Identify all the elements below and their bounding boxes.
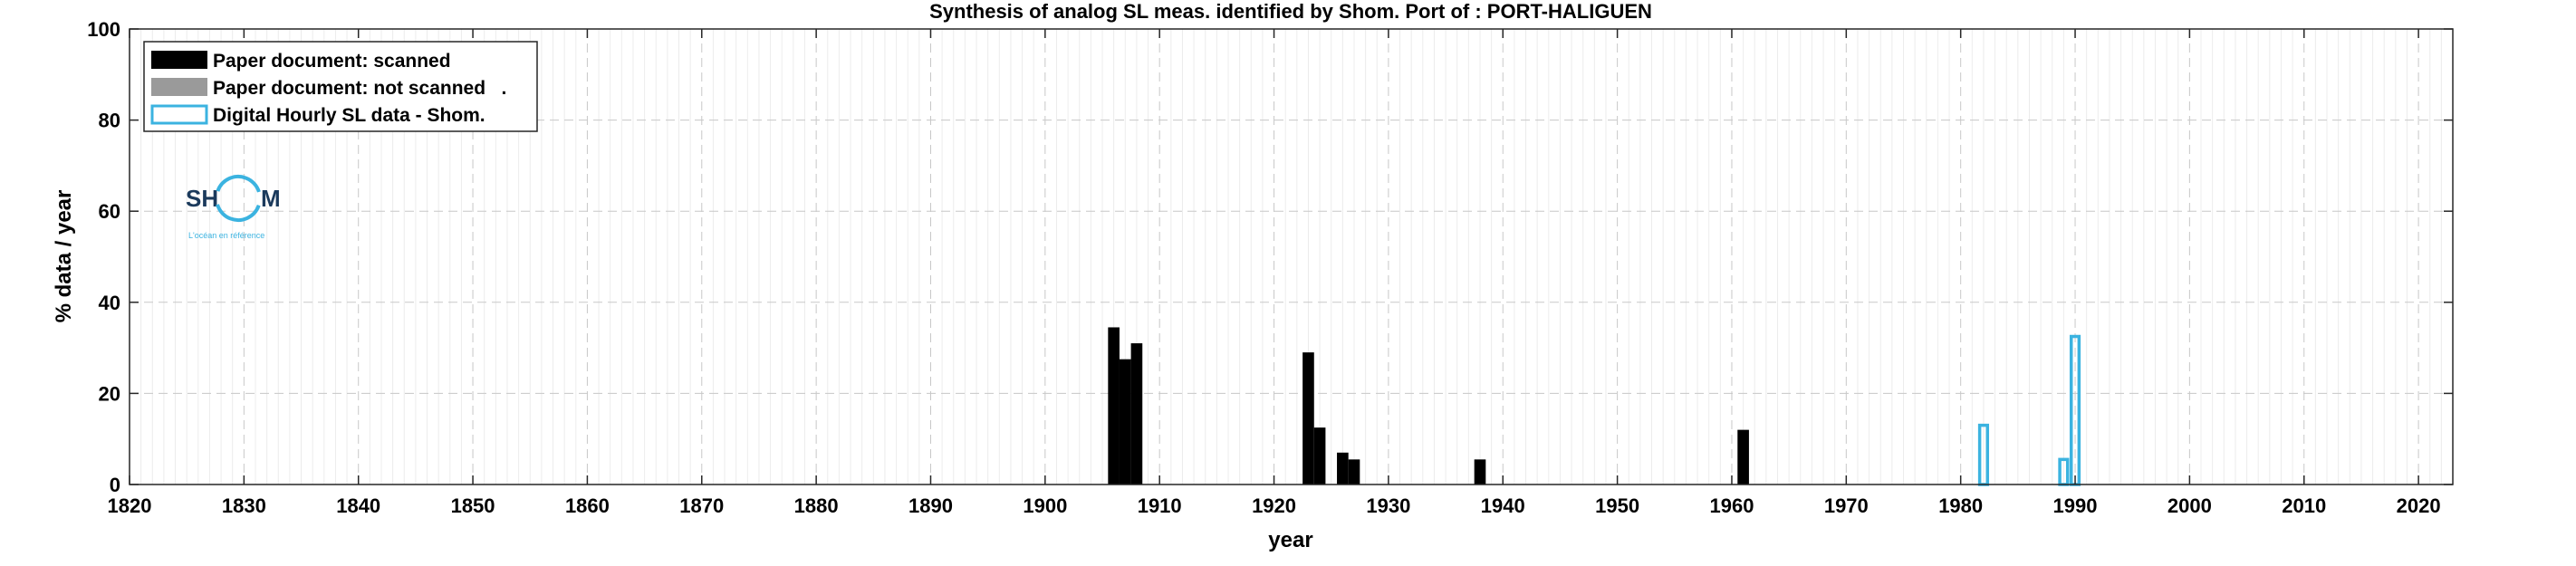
y-tick-label: 100 <box>87 18 120 41</box>
legend-swatch-not-scanned <box>151 78 207 96</box>
bars <box>1108 327 2081 486</box>
chart-title: Synthesis of analog SL meas. identified … <box>929 0 1652 23</box>
bar-scanned-1908 <box>1130 343 1143 484</box>
legend-swatch-digital <box>150 104 208 125</box>
x-tick-label: 1820 <box>108 494 152 517</box>
y-tick-label: 0 <box>110 474 120 496</box>
y-tick-label: 40 <box>99 292 120 314</box>
x-tick-label: 1950 <box>1595 494 1639 517</box>
x-tick-label: 2000 <box>2167 494 2212 517</box>
x-tick-label: 2010 <box>2282 494 2326 517</box>
legend: Paper document: scanned Paper document: … <box>143 41 538 132</box>
bar-scanned-1907 <box>1119 359 1131 484</box>
x-tick-label: 1890 <box>908 494 953 517</box>
x-tick-label: 1960 <box>1709 494 1754 517</box>
y-tick-label: 60 <box>99 200 120 223</box>
logo-text-left: SH <box>186 185 218 212</box>
legend-label-scanned: Paper document: scanned <box>213 51 451 72</box>
y-tick-label: 80 <box>99 110 120 132</box>
y-tick-label: 20 <box>99 382 120 405</box>
logo-text-right: M <box>261 185 281 212</box>
x-tick-label: 1830 <box>222 494 266 517</box>
bar-scanned-1938 <box>1474 459 1486 484</box>
x-tick-label: 1870 <box>679 494 724 517</box>
x-tick-label: 1850 <box>451 494 495 517</box>
x-tick-label: 1990 <box>2053 494 2098 517</box>
logo-tagline: L'océan en référence <box>188 231 264 240</box>
bar-scanned-1927 <box>1348 459 1360 484</box>
y-axis-label: % data / year <box>52 190 76 323</box>
x-tick-label: 1900 <box>1023 494 1067 517</box>
grid <box>130 29 2453 484</box>
legend-label-digital: Digital Hourly SL data - Shom. <box>213 105 485 126</box>
x-tick-label: 1880 <box>794 494 839 517</box>
legend-swatch-scanned <box>151 51 207 69</box>
bar-scanned-1923 <box>1302 352 1314 484</box>
legend-label-not-scanned: Paper document: not scanned . <box>213 78 506 99</box>
plot-frame <box>129 28 2454 485</box>
shom-logo: SH M L'océan en référence <box>186 175 281 240</box>
x-tick-label: 1980 <box>1938 494 1983 517</box>
x-tick-label: 1970 <box>1824 494 1869 517</box>
x-axis-label: year <box>1268 528 1312 552</box>
x-tick-label: 1840 <box>336 494 380 517</box>
bar-scanned-1906 <box>1108 327 1120 484</box>
bar-scanned-1926 <box>1337 452 1349 484</box>
bar-scanned-1961 <box>1737 429 1749 484</box>
legend-box <box>143 41 538 132</box>
x-tick-label: 1910 <box>1138 494 1182 517</box>
x-tick-label: 1930 <box>1366 494 1410 517</box>
x-tick-label: 1940 <box>1481 494 1525 517</box>
bar-scanned-1924 <box>1313 427 1326 484</box>
x-tick-label: 2020 <box>2397 494 2441 517</box>
logo-ring-icon <box>215 175 262 222</box>
x-tick-label: 1860 <box>565 494 610 517</box>
ticks: 1820 1830 1840 1850 1860 1870 1880 1890 1900 1910… <box>87 18 2453 517</box>
x-tick-label: 1920 <box>1252 494 1296 517</box>
